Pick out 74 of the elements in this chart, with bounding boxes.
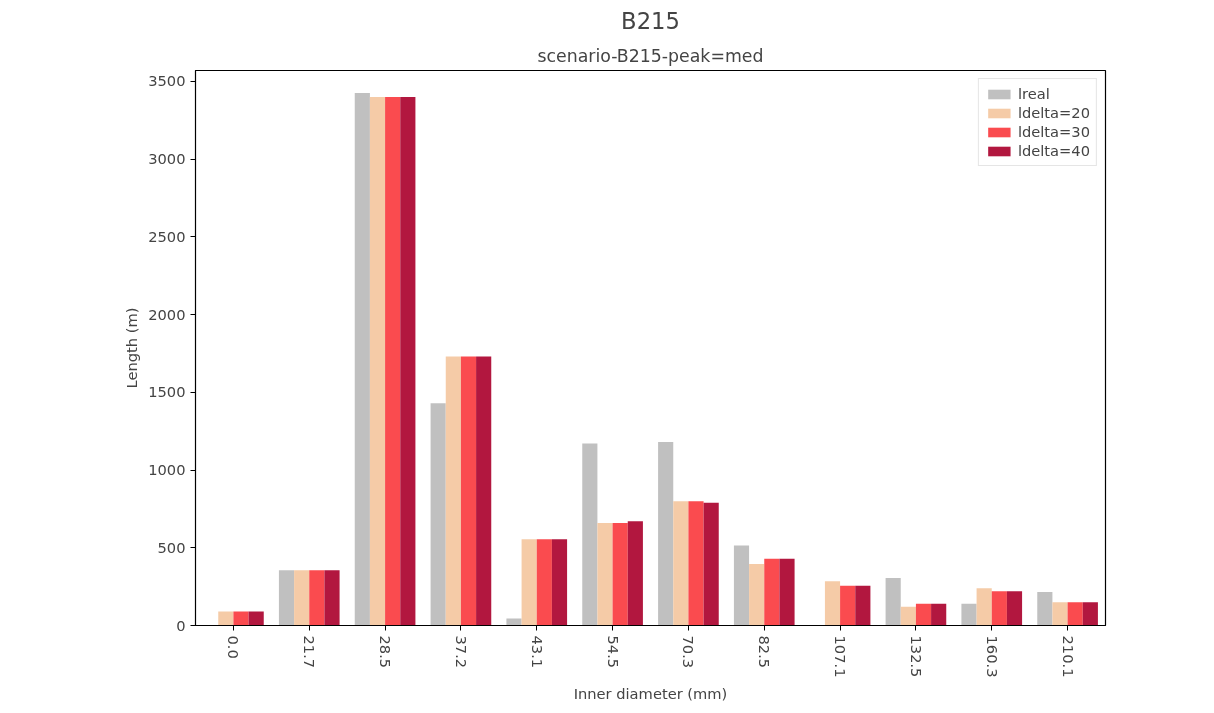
legend-label: lreal [1017, 85, 1050, 102]
y-tick-label: 2500 [148, 227, 186, 245]
x-tick-label: 54.5 [604, 635, 622, 669]
y-tick-label: 0 [176, 616, 186, 634]
bar [627, 521, 643, 626]
bar [703, 502, 719, 626]
bar [430, 403, 446, 626]
bar [445, 356, 461, 626]
bar [885, 578, 901, 626]
bar [915, 603, 932, 626]
y-tick-label: 3500 [148, 72, 186, 90]
x-tick-label: 160.3 [983, 635, 1001, 678]
bar [976, 588, 992, 626]
y-axis-title: Length (m) [123, 307, 141, 389]
bar [855, 585, 871, 626]
bar [824, 581, 841, 626]
bar [779, 558, 795, 626]
bar [476, 356, 492, 626]
chart-subtitle: scenario-B215-peak=med [537, 45, 764, 66]
bar [1067, 602, 1083, 626]
bar [294, 570, 310, 626]
y-tick-label: 2000 [148, 305, 186, 323]
y-tick-label: 3000 [148, 150, 186, 168]
x-tick-label: 70.3 [680, 635, 698, 669]
bar [248, 611, 264, 626]
bar [733, 545, 750, 626]
bar [961, 603, 977, 626]
bar [749, 564, 765, 626]
bar [400, 96, 416, 626]
bar [597, 522, 613, 626]
bar [278, 570, 295, 626]
x-axis-title: Inner diameter (mm) [573, 685, 728, 703]
bar [1082, 602, 1098, 626]
bar [612, 522, 628, 626]
x-tick-label: 37.2 [452, 635, 470, 669]
bar [385, 96, 401, 626]
y-tick-label: 1500 [148, 383, 186, 401]
bar [536, 539, 552, 626]
x-tick-label: 82.5 [756, 635, 774, 669]
x-tick-label: 43.1 [528, 635, 546, 669]
bar [506, 618, 522, 626]
bar [688, 501, 704, 626]
bar [840, 585, 856, 626]
legend-label: ldelta=40 [1017, 142, 1090, 159]
bar [551, 539, 568, 626]
bar [369, 96, 386, 626]
bar [1037, 592, 1053, 626]
bar [460, 356, 477, 626]
x-tick-label: 21.7 [301, 635, 319, 669]
bar [1006, 591, 1023, 626]
bar [324, 570, 340, 626]
chart-title: B215 [621, 7, 680, 34]
legend-label: ldelta=30 [1017, 123, 1090, 140]
x-tick-label: 0.0 [225, 635, 243, 659]
bar [658, 442, 674, 626]
bar [673, 501, 689, 626]
bar [931, 603, 947, 626]
y-tick-label: 500 [157, 538, 186, 556]
y-tick-label: 1000 [148, 461, 186, 479]
bar [218, 611, 234, 626]
x-tick-label: 132.5 [907, 635, 925, 678]
bar [900, 606, 916, 626]
bar [991, 591, 1007, 626]
bar [354, 93, 370, 626]
legend-label: ldelta=20 [1017, 104, 1090, 121]
bar [1052, 602, 1068, 626]
x-tick-label: 28.5 [377, 635, 395, 669]
x-tick-label: 210.1 [1059, 635, 1077, 678]
bar [233, 611, 249, 626]
bar [521, 539, 537, 626]
bar [582, 443, 598, 626]
x-tick-label: 107.1 [832, 635, 850, 678]
bar [309, 570, 325, 626]
bar [764, 558, 780, 626]
